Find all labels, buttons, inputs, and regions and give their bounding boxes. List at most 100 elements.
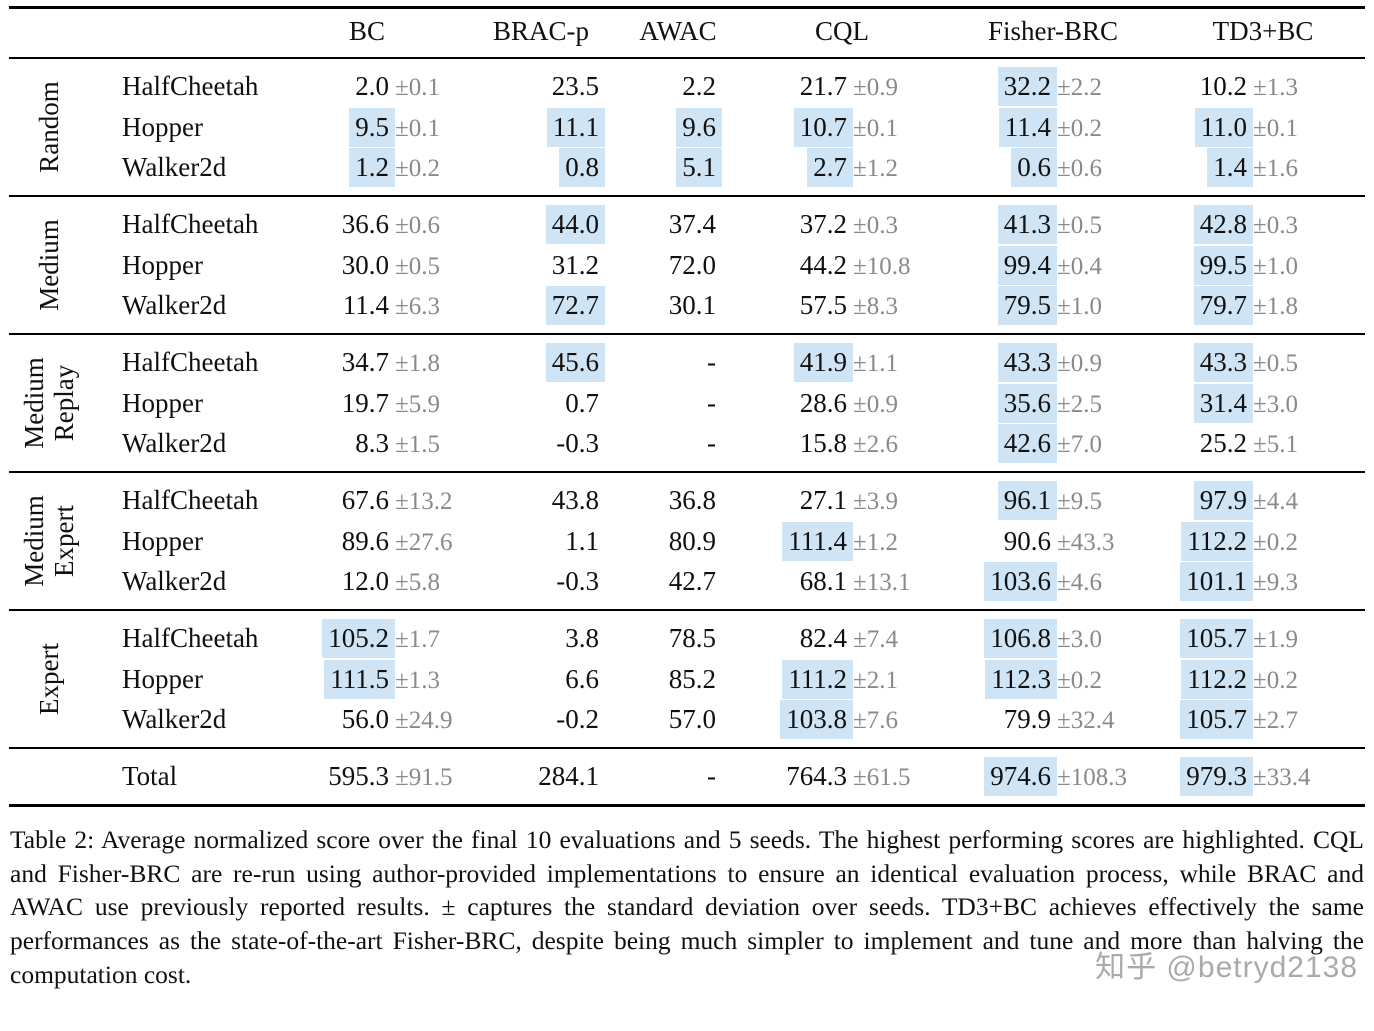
- score-stddev: ±1.0: [1253, 252, 1298, 280]
- score-stddev: ±0.1: [395, 74, 440, 101]
- score-cell: 68.1 ±13.1: [739, 562, 945, 610]
- score-cell: 79.5 ±1.0: [945, 286, 1161, 334]
- score-cell: 15.8 ±2.6: [739, 424, 945, 472]
- score-value: 82.4: [799, 623, 847, 653]
- score-stddev: ±8.3: [853, 293, 898, 320]
- score-value: 56.0: [341, 704, 389, 734]
- score-stddev: ±5.1: [1253, 431, 1298, 458]
- score-cell: 23.5: [465, 58, 617, 106]
- score-value-highlighted: 5.1: [676, 148, 722, 187]
- score-cell: 45.6: [465, 334, 617, 382]
- score-stddev: ±0.2: [1253, 528, 1298, 556]
- score-stddev: ±0.3: [1253, 212, 1298, 239]
- score-cell: -0.3: [465, 424, 617, 472]
- score-cell: 43.3 ±0.9: [945, 334, 1161, 382]
- group-medium-expert: Medium Expert HalfCheetah 67.6 ±13.2 43.8 36.8…: [9, 472, 1365, 610]
- score-stddev: ±0.5: [1057, 212, 1102, 239]
- score-value: -: [707, 428, 716, 458]
- score-stddev: ±1.2: [853, 528, 898, 556]
- env-label: Walker2d: [122, 290, 227, 320]
- score-value: 27.1: [799, 485, 847, 515]
- score-value-highlighted: 79.5: [997, 286, 1057, 325]
- score-value: 34.7: [341, 347, 389, 377]
- score-cell: 36.6 ±0.6: [269, 196, 465, 244]
- score-cell: 41.3 ±0.5: [945, 196, 1161, 244]
- env-label: HalfCheetah: [122, 71, 259, 101]
- score-stddev: ±0.1: [1253, 114, 1298, 142]
- score-cell: 41.9 ±1.1: [739, 334, 945, 382]
- table-row-medium-walker2d: Walker2d 11.4 ±6.3 72.7 30.1 57.5 ±8.3 79.5 ±1.0…: [9, 286, 1365, 334]
- score-value: 28.6: [799, 387, 847, 418]
- score-stddev: ±32.4: [1057, 707, 1115, 734]
- score-value: 25.2: [1199, 428, 1247, 458]
- score-value-highlighted: 112.2: [1181, 521, 1253, 561]
- score-value: 44.2: [799, 249, 847, 280]
- score-cell: 31.2: [465, 244, 617, 286]
- score-cell: 101.1 ±9.3: [1161, 562, 1365, 610]
- score-value: -0.3: [556, 428, 599, 458]
- score-value: 90.6: [1003, 525, 1051, 556]
- score-value-highlighted: 111.2: [782, 659, 853, 699]
- env-label: Walker2d: [122, 152, 227, 182]
- score-value-highlighted: 96.1: [997, 481, 1057, 520]
- score-value: 79.9: [1003, 704, 1051, 734]
- score-stddev: ±27.6: [395, 528, 453, 556]
- table-row-medium-expert-hopper: Hopper 89.6 ±27.6 1.1 80.9 111.4 ±1.2 90.6 ±43.3…: [9, 520, 1365, 562]
- score-cell: 42.6 ±7.0: [945, 424, 1161, 472]
- env-label: HalfCheetah: [122, 347, 259, 377]
- group-medium: Medium HalfCheetah 36.6 ±0.6 44.0 37.4 37.2 ±0.…: [9, 196, 1365, 334]
- score-cell: 11.1: [465, 106, 617, 148]
- score-value: 8.3: [355, 428, 389, 458]
- score-cell: 12.0 ±5.8: [269, 562, 465, 610]
- score-cell: 11.4 ±0.2: [945, 106, 1161, 148]
- score-value: 2.0: [355, 71, 389, 101]
- score-cell: 43.3 ±0.5: [1161, 334, 1365, 382]
- score-value: 1.1: [565, 525, 599, 556]
- col-header-td3-bc: TD3+BC: [1212, 16, 1314, 46]
- score-cell: 9.5 ±0.1: [269, 106, 465, 148]
- score-value-highlighted: 41.3: [997, 205, 1057, 244]
- score-cell: 89.6 ±27.6: [269, 520, 465, 562]
- score-value: 12.0: [341, 566, 389, 596]
- score-stddev: ±4.6: [1057, 569, 1102, 596]
- score-cell: 36.8: [617, 472, 739, 520]
- score-stddev: ±6.3: [395, 293, 440, 320]
- table-row-expert-hopper: Hopper 111.5 ±1.3 6.6 85.2 111.2 ±2.1 112.3 ±0.2…: [9, 658, 1365, 700]
- score-value-highlighted: 974.6: [984, 757, 1057, 796]
- score-stddev: ±2.1: [853, 666, 898, 694]
- env-label: Walker2d: [122, 566, 227, 596]
- group-label-cell: Medium: [9, 196, 89, 334]
- score-cell: 42.8 ±0.3: [1161, 196, 1365, 244]
- score-cell: 5.1: [617, 148, 739, 196]
- score-cell: 30.0 ±0.5: [269, 244, 465, 286]
- score-stddev: ±1.8: [1253, 293, 1298, 320]
- score-value-highlighted: 0.6: [1011, 148, 1057, 187]
- score-cell: 21.7 ±0.9: [739, 58, 945, 106]
- score-cell: 2.0 ±0.1: [269, 58, 465, 106]
- env-label: HalfCheetah: [122, 623, 259, 653]
- score-cell: 1.1: [465, 520, 617, 562]
- group-label-cell: Random: [9, 58, 89, 196]
- score-value: 19.7: [341, 387, 389, 418]
- score-stddev: ±0.1: [853, 114, 898, 142]
- score-value-highlighted: 106.8: [984, 619, 1057, 658]
- score-value: 23.5: [551, 71, 599, 101]
- score-value: 36.8: [668, 485, 716, 515]
- score-cell: 0.8: [465, 148, 617, 196]
- header-row: BC BRAC-p AWAC CQL Fisher-BRC TD3+BC: [9, 8, 1365, 59]
- score-cell: 0.6 ±0.6: [945, 148, 1161, 196]
- score-value: 3.8: [565, 623, 599, 653]
- score-stddev: ±7.4: [853, 626, 898, 653]
- score-stddev: ±0.2: [1057, 114, 1102, 142]
- header-spacer-group: [9, 8, 89, 59]
- env-label: Walker2d: [122, 428, 227, 458]
- score-value-highlighted: 43.3: [1193, 343, 1253, 382]
- score-stddev: ±1.7: [395, 626, 440, 653]
- score-cell: 6.6: [465, 658, 617, 700]
- score-stddev: ±33.4: [1253, 764, 1311, 791]
- score-stddev: ±108.3: [1057, 764, 1127, 791]
- score-value-highlighted: 101.1: [1180, 562, 1253, 601]
- score-value: 37.2: [799, 209, 847, 239]
- score-cell: 2.7 ±1.2: [739, 148, 945, 196]
- env-label: Hopper: [122, 249, 203, 280]
